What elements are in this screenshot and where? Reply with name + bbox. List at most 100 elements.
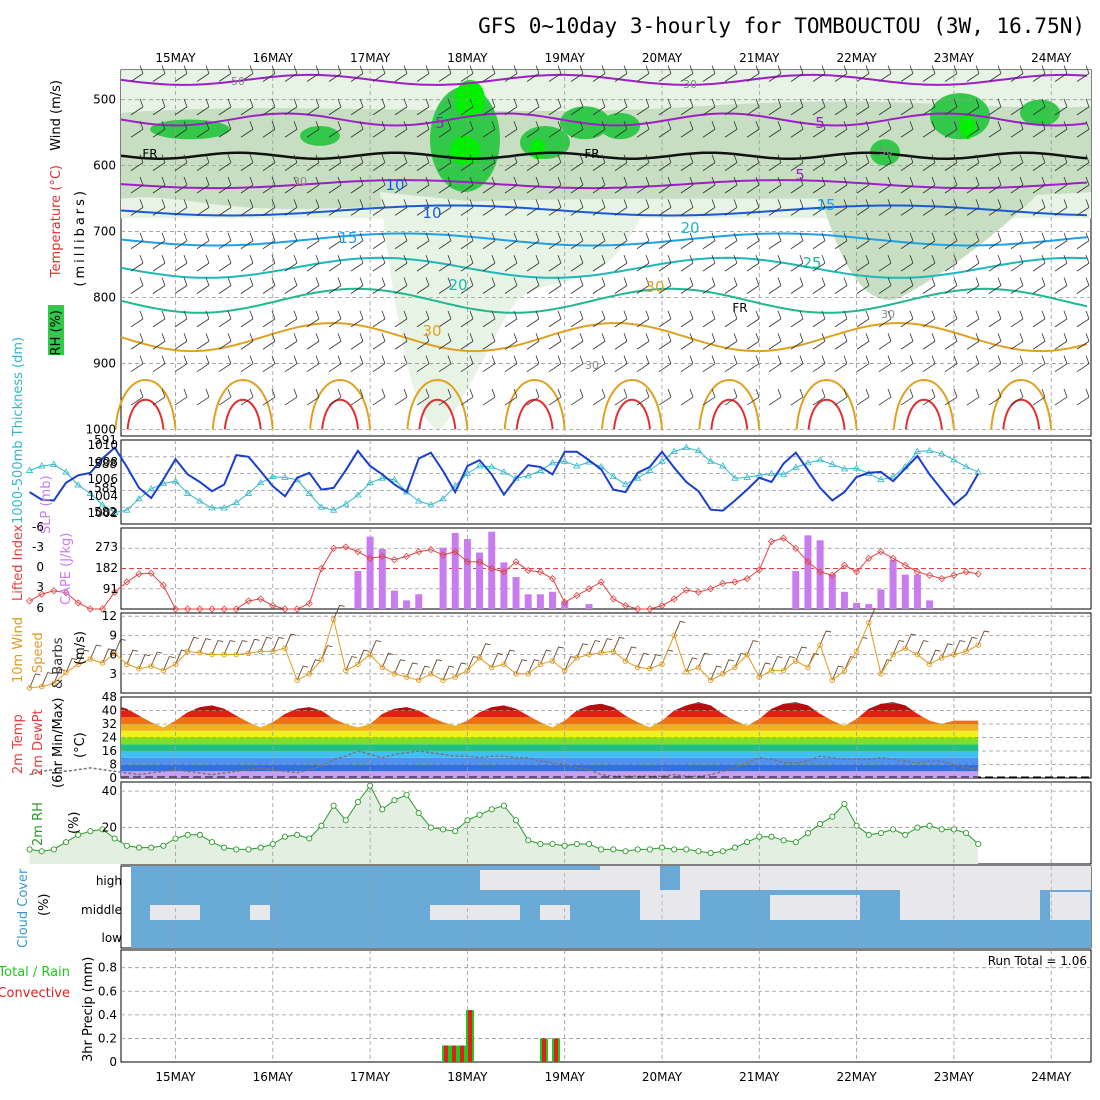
rh2m-marker	[622, 848, 629, 855]
wind-barb-upper	[394, 388, 408, 406]
wind-barb-upper	[856, 232, 870, 250]
temp-unit-label: (°C)	[73, 732, 88, 758]
wind-barb-upper	[526, 65, 540, 82]
wind-barb-10m	[576, 643, 588, 658]
wind-barb-upper	[570, 355, 584, 372]
lifted-marker	[585, 585, 593, 593]
cape-bar	[877, 589, 885, 609]
wind-barb-upper	[746, 154, 760, 171]
precip-tick: 0.8	[98, 961, 117, 975]
wind-barb-upper	[416, 154, 430, 171]
wind-barb-upper	[438, 154, 452, 171]
wind-barb-upper	[636, 333, 650, 350]
upper-y-tick: 900	[93, 356, 116, 370]
wind-barb-10m	[892, 640, 905, 655]
wind-barb-upper	[218, 277, 232, 294]
wind-barb-upper	[944, 121, 958, 138]
wind-barb-upper	[768, 277, 782, 294]
cape-labels: Lifted Index	[11, 524, 26, 601]
wind-barb-upper	[614, 254, 628, 272]
wind-barb-upper	[812, 121, 826, 138]
isotherm-10	[120, 204, 1088, 217]
isotherm-25	[120, 287, 1088, 314]
thickness-line-marker	[633, 474, 642, 481]
wind-barb-10m	[527, 659, 540, 674]
wind-speed-marker	[245, 650, 252, 657]
precip-conv-bar	[554, 1038, 558, 1062]
wind-barb-upper	[878, 154, 892, 171]
wind-barb-upper	[196, 232, 210, 250]
wind-barb-upper	[614, 65, 628, 82]
rh-blob	[1020, 99, 1060, 127]
rh2m-marker	[391, 797, 398, 804]
wind-barb-upper	[1076, 333, 1090, 350]
wind-barb-upper	[526, 277, 540, 294]
wind-barb-upper	[218, 98, 232, 116]
wind-barb-10m	[102, 648, 114, 664]
slp-left-tick: 591	[94, 433, 117, 447]
lifted-marker	[670, 595, 678, 603]
thickness-line-marker	[390, 475, 399, 483]
wind-barb-upper	[922, 254, 936, 272]
lifted-marker	[500, 568, 508, 576]
slp-labels: 1000-500mb Thickness (dm)	[11, 337, 26, 524]
wind-barb-upper	[922, 121, 936, 138]
wind-barb-upper	[372, 65, 386, 82]
thickness-line-marker	[536, 466, 545, 473]
wind-barb-upper	[416, 333, 430, 350]
precip-conv-bar	[452, 1045, 456, 1062]
wind-speed-marker	[537, 661, 544, 667]
wind-barb-upper	[196, 277, 210, 294]
wind-barb-10m	[771, 656, 783, 671]
lifted-axis-label: Lifted Index	[11, 524, 26, 601]
li-tick: 0	[36, 560, 44, 574]
cloud-gap	[1050, 892, 1090, 920]
wind-speed-marker	[416, 677, 422, 683]
rh2m-marker	[671, 846, 678, 853]
wind-barb-upper	[152, 310, 166, 328]
wind-barb-upper	[482, 232, 496, 250]
wind-speed-marker	[647, 665, 653, 672]
wind-speed-marker	[744, 651, 750, 658]
wind-barb-upper	[482, 98, 496, 116]
rh2m-marker	[123, 842, 130, 849]
wind-speed-marker	[683, 669, 690, 675]
date-label-top: 23MAY	[934, 51, 975, 65]
wind-labels2: Speed	[31, 632, 46, 673]
wind-barb-upper	[878, 333, 892, 350]
wind-barb-upper	[526, 154, 540, 171]
rh2m-marker	[829, 813, 836, 820]
cape-bar	[378, 548, 386, 609]
thickness-line-marker	[439, 495, 447, 502]
rh2m-area	[29, 785, 979, 864]
wind-barb-upper	[526, 388, 540, 406]
wind-barb-upper	[724, 154, 738, 171]
wind-barb-upper	[680, 310, 694, 328]
wind-barb-10m	[503, 649, 515, 665]
wind-barb-upper	[1054, 277, 1068, 294]
wind-barb-upper	[570, 310, 584, 328]
wind-barb-10m	[685, 657, 698, 673]
wind-barb-upper	[966, 333, 980, 350]
wind-barb-upper	[152, 355, 166, 372]
run-total: Run Total = 1.06	[988, 954, 1087, 968]
wind-barb-upper	[394, 232, 408, 250]
wind-barb-10m	[625, 646, 637, 662]
date-label-top: 24MAY	[1031, 51, 1072, 65]
thickness-line-marker	[208, 504, 216, 511]
wind-barb-upper	[658, 154, 672, 171]
wind-barb-upper	[614, 199, 628, 216]
wind-barb-upper	[372, 333, 386, 350]
wind-barb-upper	[1032, 176, 1046, 194]
wind-barb-upper	[790, 176, 804, 194]
wind-barb-upper	[504, 154, 518, 171]
wind-barb-upper	[988, 65, 1002, 82]
lifted-marker	[208, 605, 216, 613]
wind-barb-upper	[526, 333, 540, 350]
wind-barb-upper	[262, 355, 276, 372]
wind-tick: 12	[102, 609, 117, 623]
wind-barb-upper	[218, 388, 232, 406]
wind-barb-upper	[372, 121, 386, 138]
wind-labels: 10m Wind	[11, 617, 26, 683]
temp-band	[121, 737, 979, 745]
